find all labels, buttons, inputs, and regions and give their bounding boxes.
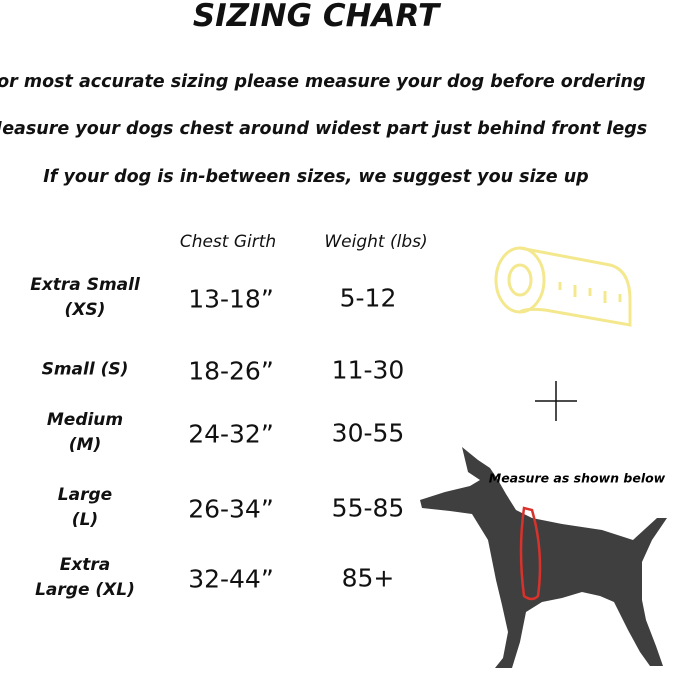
size-line: Large (XL) <box>35 580 135 600</box>
column-header: Weight (lbs) <box>324 232 428 252</box>
plus-icon <box>535 381 577 421</box>
chest-girth: 26-34” <box>188 494 274 524</box>
size-label: Medium (M) <box>47 408 123 458</box>
chest-girth: 24-32” <box>188 419 274 449</box>
column-header: Chest Girth <box>179 232 277 252</box>
chest-girth: 13-18” <box>188 284 274 314</box>
chest-girth: 18-26” <box>188 356 274 386</box>
note: If your dog is in-between sizes, we sugg… <box>43 167 589 187</box>
tape-measure-icon <box>494 246 632 327</box>
title: SIZING CHART <box>192 0 440 34</box>
size-label: Large (L) <box>58 483 112 533</box>
measure-loop <box>519 506 542 601</box>
caption: Measure as shown below <box>489 471 666 486</box>
size-line: (M) <box>68 435 102 455</box>
illustration: Measure as shown below <box>420 246 667 668</box>
size-line: (L) <box>71 510 99 530</box>
size-line: Extra Small <box>30 275 140 295</box>
note: For most accurate sizing please measure … <box>0 72 646 92</box>
weight: 11-30 <box>331 355 405 385</box>
weight: 30-55 <box>331 418 405 448</box>
chest-girth: 32-44” <box>188 564 274 594</box>
size-label: Extra Large (XL) <box>35 553 135 603</box>
note: Measure your dogs chest around widest pa… <box>0 119 648 139</box>
size-line: Small (S) <box>41 359 129 380</box>
weight: 85+ <box>341 563 395 593</box>
size-line: (XS) <box>64 300 106 320</box>
size-line: Medium <box>46 410 124 430</box>
weight: 55-85 <box>331 493 405 523</box>
weight: 5-12 <box>339 283 397 313</box>
size-label: Small (S) <box>42 358 129 383</box>
size-line: Large <box>57 485 113 505</box>
size-line: Extra <box>59 555 111 575</box>
dog-silhouette <box>420 447 667 668</box>
size-label: Extra Small (XS) <box>30 273 140 323</box>
